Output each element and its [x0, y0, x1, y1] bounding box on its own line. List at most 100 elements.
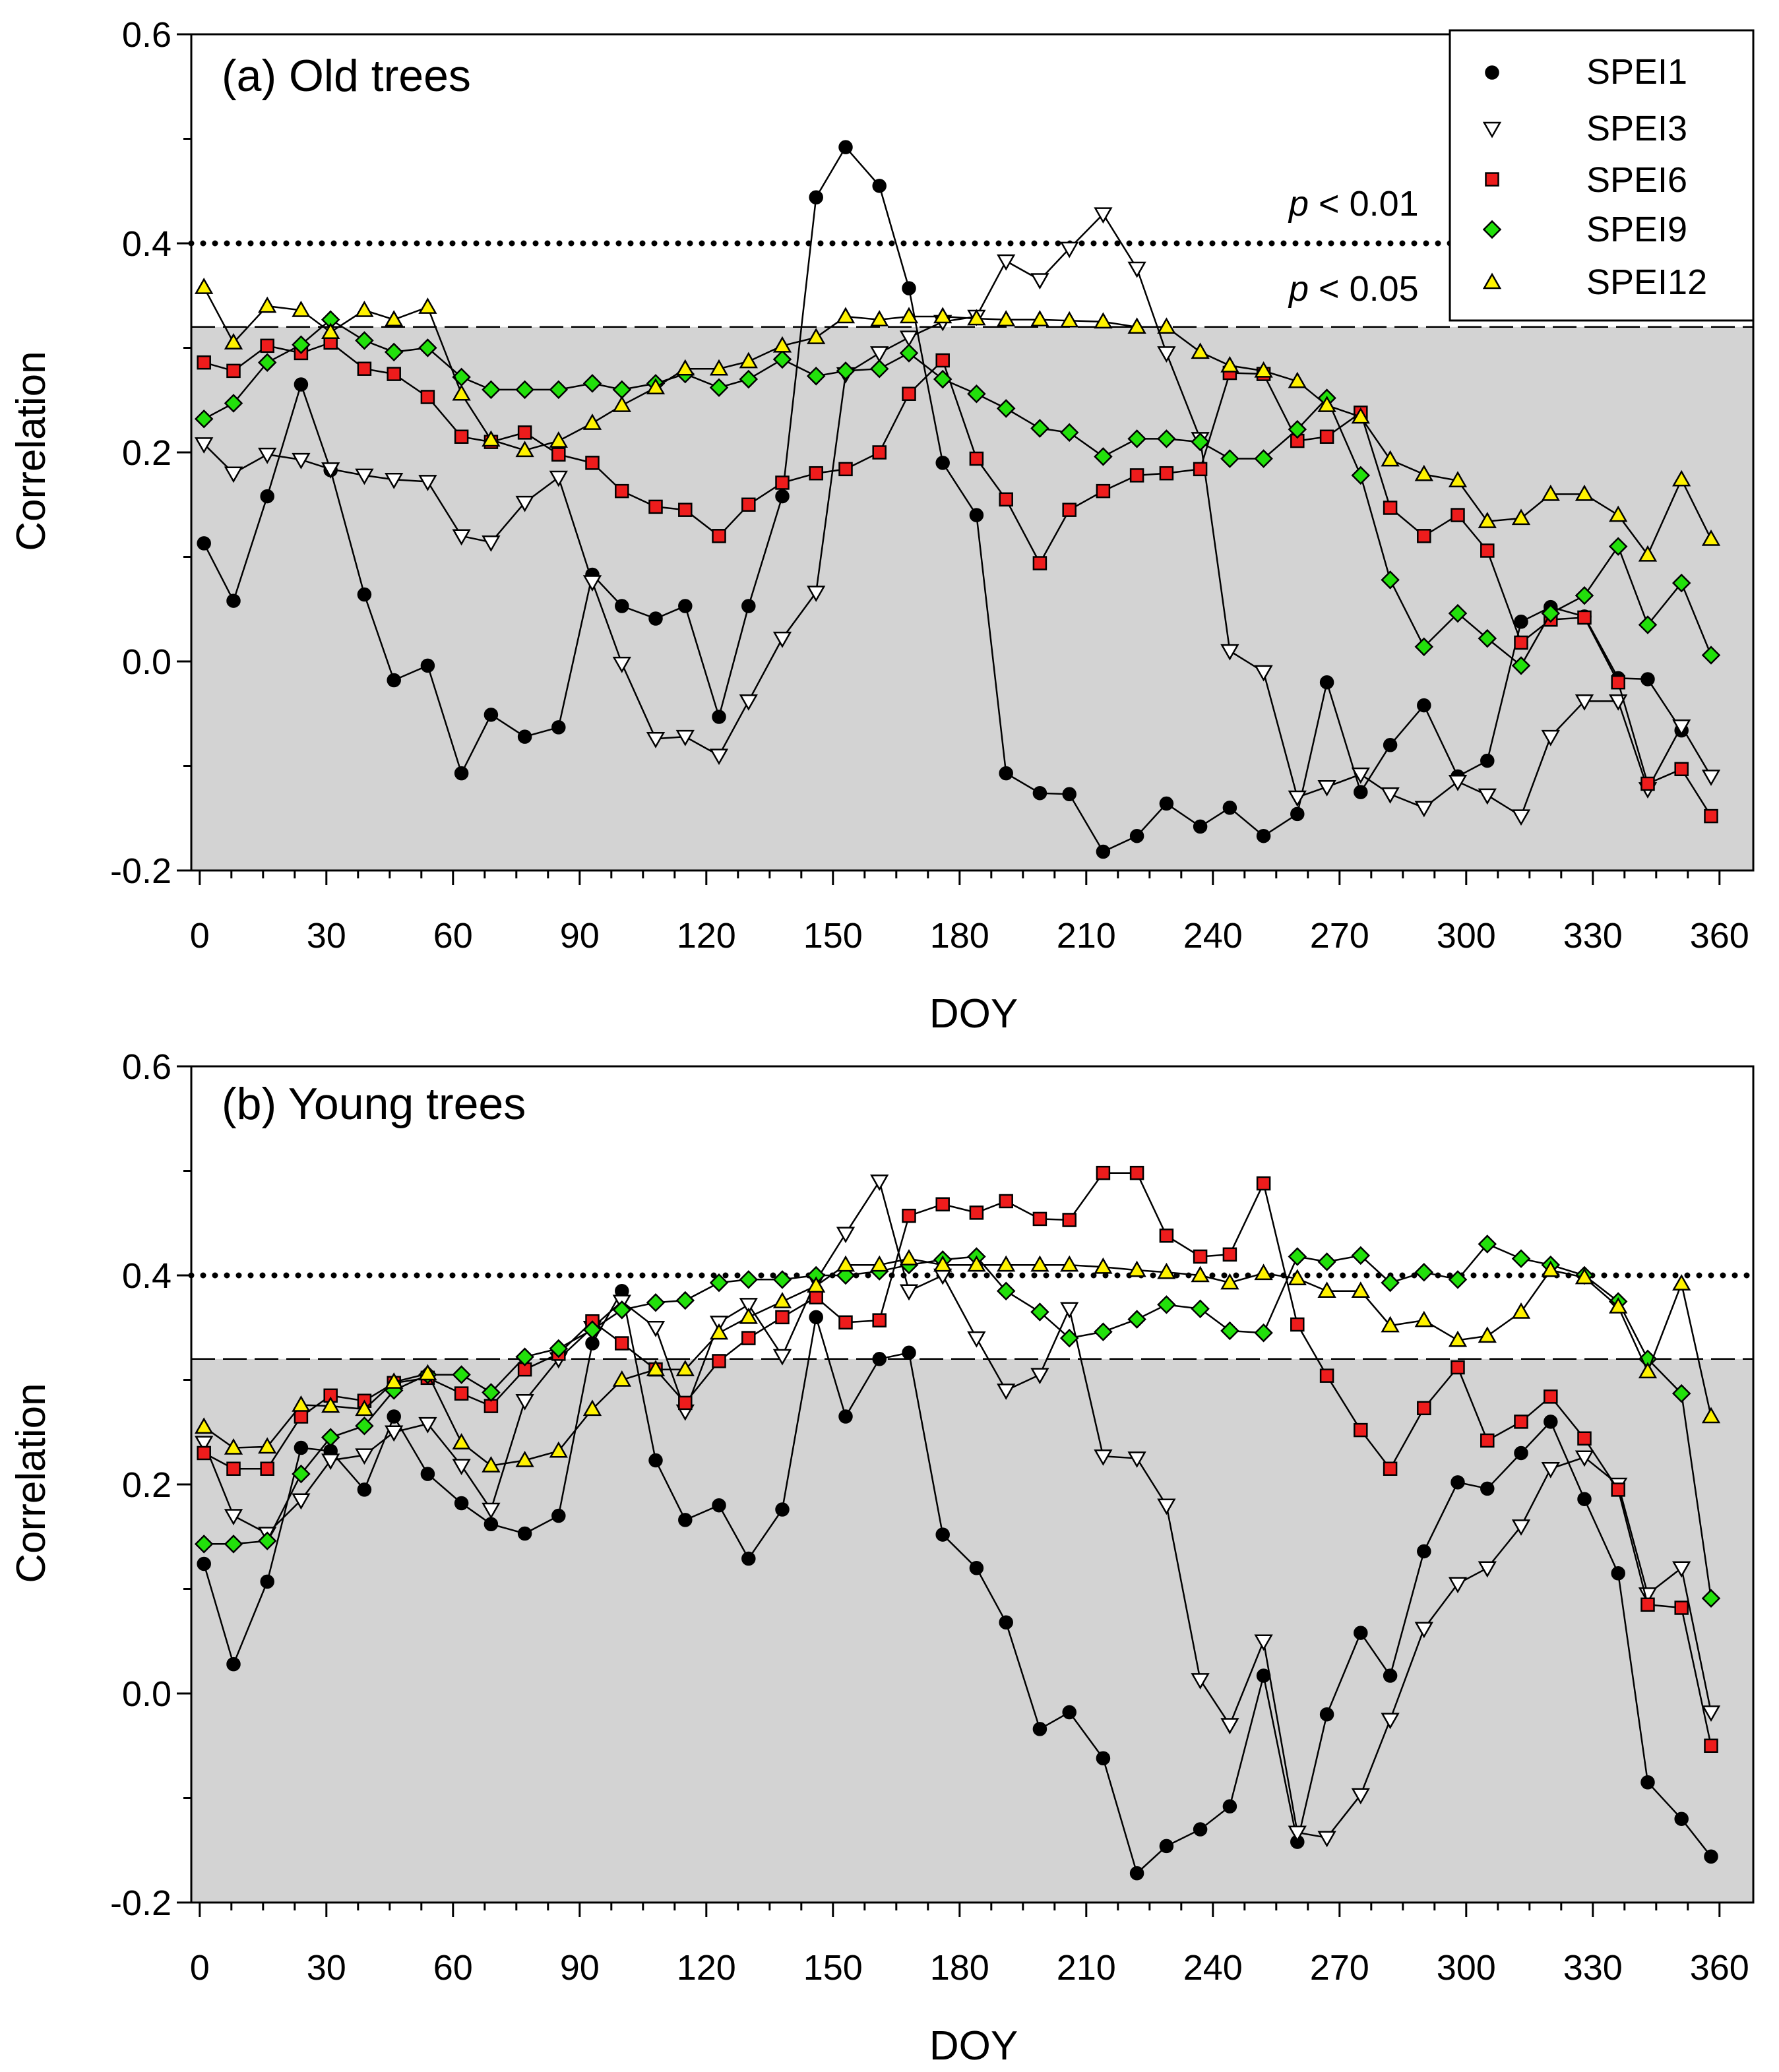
panel-a-spei12-point: [1381, 450, 1400, 467]
panel-b-spei6-point: [1290, 1317, 1305, 1332]
panel-a-spei1-point: [387, 673, 401, 688]
panel-b-spei12-point: [899, 1249, 919, 1265]
panel-a-spei6-point: [1159, 466, 1174, 481]
panel-b-spei6-point: [1129, 1165, 1144, 1180]
panel-a-spei9-point: [1701, 646, 1721, 665]
panel-a-spei3-point: [515, 495, 534, 512]
panel-b-spei3-point: [739, 1298, 758, 1314]
panel-a-spei3-point: [1220, 644, 1239, 661]
panel-a-spei3-point: [1478, 788, 1497, 805]
panel-b-spei3-point: [224, 1509, 243, 1526]
panel-a-spei12-point: [1638, 545, 1658, 562]
panel-a-x-tick-label: 90: [560, 916, 600, 956]
panel-a-spei3-point: [452, 529, 471, 546]
panel-b-spei12-point: [1672, 1274, 1691, 1291]
panel-b-spei9-point: [1059, 1328, 1079, 1348]
panel-a-spei12-point: [1288, 371, 1307, 388]
panel-b-spei1-point: [969, 1561, 984, 1575]
panel-b-x-tick-label: 180: [930, 1948, 989, 1988]
panel-a-spei12-point: [292, 300, 311, 317]
panel-a-spei9-point: [384, 342, 404, 362]
panel-a-spei9-point: [1351, 466, 1371, 485]
panel-a-spei6-point: [615, 483, 629, 499]
panel-a-spei6-point: [1640, 776, 1655, 791]
legend-label-spei6: SPEI6: [1586, 160, 1687, 200]
panel-a-spei12-point: [933, 307, 952, 324]
panel-a-spei1-point: [1417, 698, 1431, 713]
panel-a-spei1-point: [902, 281, 916, 295]
panel-a-spei3-point: [997, 254, 1016, 271]
panel-b-y-tick-label: 0.6: [122, 1047, 172, 1087]
panel-a-spei6-point: [454, 429, 469, 444]
panel-a-spei6-point: [1480, 543, 1495, 558]
panel-a-spei1-point: [1193, 819, 1208, 834]
panel-a-spei3-point: [258, 447, 277, 464]
panel-b-spei1-point: [484, 1517, 499, 1531]
panel-a-spei3-point: [1511, 809, 1531, 826]
panel-b-spei3-point: [482, 1502, 501, 1519]
panel-a-spei9-point: [549, 380, 569, 400]
panel-a-spei12-point: [1127, 317, 1146, 334]
panel-b-spei12-point: [452, 1433, 471, 1449]
panel-a-spei9-point: [772, 350, 792, 369]
panel-b-x-tick-label: 210: [1057, 1948, 1116, 1988]
panel-a-spei3-point: [807, 586, 826, 602]
panel-b-spei6-point: [1674, 1600, 1689, 1615]
panel-a-spei1-point: [1383, 738, 1398, 752]
panel-a-spei9-point: [806, 367, 826, 386]
panel-b-spei1-point: [1514, 1446, 1528, 1461]
panel-a-spei12-point: [675, 359, 695, 376]
panel-a-spei1-point: [809, 190, 823, 205]
panel-b-spei9-point: [515, 1347, 534, 1366]
panel-b-spei3-point: [1414, 1622, 1433, 1639]
panel-b-spei12-point: [1609, 1297, 1628, 1314]
panel-a-spei1-point: [678, 599, 693, 613]
panel-b-spei3-point: [1672, 1561, 1691, 1578]
panel-b-x-tick-label: 300: [1437, 1948, 1496, 1988]
panel-b-x-tick-label: 240: [1183, 1948, 1243, 1988]
panel-b-spei12-point: [385, 1372, 404, 1389]
panel-b-spei3-point: [1157, 1498, 1176, 1515]
panel-b-spei9-point: [739, 1270, 759, 1289]
panel-a-spei3-point: [675, 729, 695, 747]
panel-b-series-spei6: [197, 1165, 1718, 1753]
panel-b-spei9-point: [1671, 1384, 1691, 1403]
panel-b-spei6-point: [1417, 1401, 1431, 1416]
panel-b-axes: 0 30 60 90 120 150 180 210 240 270 300 330 360 -0.2 0.…: [110, 1047, 1749, 1988]
panel-b-spei9-point: [612, 1300, 632, 1320]
panel-b-spei9-point: [646, 1293, 666, 1312]
panel-a-spei9-point: [1191, 432, 1210, 452]
panel-a-spei9-point: [1094, 447, 1113, 466]
panel-a-spei6-point: [1611, 675, 1625, 690]
panel-a-spei9-point: [1575, 586, 1594, 605]
panel-a-spei3-point: [1701, 770, 1721, 786]
panel-b-spei6-point: [678, 1395, 693, 1411]
panel-a-spei3-point: [1448, 775, 1468, 791]
panel-b-spei12-point: [321, 1396, 340, 1413]
panel-b-spei12-point: [870, 1255, 889, 1272]
panel-b-spei6-point: [1159, 1229, 1174, 1243]
panel-b-spei1-point: [420, 1467, 435, 1481]
panel-a-spei1-point: [712, 710, 726, 724]
panel-b-spei3-point: [355, 1448, 374, 1465]
panel-a-spei9-point: [1541, 603, 1561, 623]
panel-a-y-tick-label: 0.6: [122, 15, 172, 55]
panel-a-spei12-point: [1060, 311, 1079, 328]
panel-b-spei12-point: [675, 1360, 695, 1376]
panel-a-spei3-point: [1060, 241, 1079, 259]
panel-a-spei3-point: [224, 466, 243, 483]
panel-a-y-tick-label: 0.4: [122, 224, 172, 264]
panel-a-spei1-point: [1096, 844, 1111, 859]
panel-a-x-tick-label: 360: [1690, 916, 1749, 956]
panel-b-spei6-point: [999, 1194, 1013, 1209]
panel-a-spei12-point: [967, 309, 986, 326]
panel-b-spei1-point: [1319, 1707, 1334, 1722]
panel-a-spei12-point: [355, 300, 374, 317]
panel-b-spei12-point: [967, 1255, 986, 1272]
panel-a-spei9-point: [1030, 419, 1049, 438]
panel-a-spei9-point: [257, 353, 277, 372]
panel-b-spei9-point: [321, 1428, 340, 1447]
panel-a-spei3-point: [1381, 787, 1400, 804]
panel-b-spei6-point: [1222, 1247, 1237, 1262]
